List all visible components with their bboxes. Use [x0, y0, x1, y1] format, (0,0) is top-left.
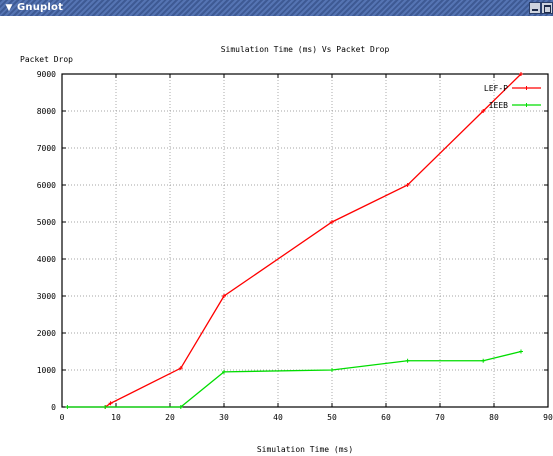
- chevron-down-icon[interactable]: ▼: [5, 3, 13, 13]
- legend: LEF-P IEEB: [484, 84, 541, 110]
- x-tick-label: 20: [165, 413, 175, 422]
- series-line: [104, 73, 522, 408]
- y-tick-label: 6000: [37, 181, 56, 190]
- y-tick-label: 0: [51, 403, 56, 412]
- data-point: [405, 183, 410, 187]
- data-point: [519, 349, 523, 354]
- chart-title: Simulation Time (ms) Vs Packet Drop: [221, 45, 390, 54]
- plot-frame: [61, 73, 549, 408]
- y-tick-label: 8000: [37, 107, 56, 116]
- chart: 0 10 20 30 40 50 60 70 80 90 0 1000 2000 3000 4000 5000…: [20, 45, 553, 454]
- tick-layer: 0 10 20 30 40 50 60 70 80 90 0 1000 2000 3000 4000 5000…: [37, 70, 553, 422]
- y-tick-label: 2000: [37, 329, 56, 338]
- data-point: [222, 369, 226, 374]
- legend-marker: [524, 103, 529, 107]
- x-tick-label: 0: [60, 413, 65, 422]
- series-layer: [65, 72, 523, 409]
- x-axis-label: Simulation Time (ms): [257, 445, 353, 454]
- data-point: [103, 405, 108, 409]
- maximize-button[interactable]: [541, 2, 553, 14]
- y-axis-label: Packet Drop: [20, 55, 73, 64]
- data-point: [481, 109, 486, 113]
- legend-label: LEF-P: [484, 84, 508, 93]
- x-tick-label: 50: [327, 413, 337, 422]
- data-point: [178, 405, 183, 409]
- data-point: [330, 220, 334, 224]
- title-bar[interactable]: ▼ Gnuplot: [0, 0, 553, 16]
- legend-label: IEEB: [489, 101, 508, 110]
- data-point: [65, 405, 70, 409]
- data-point: [519, 72, 523, 76]
- y-tick-label: 5000: [37, 218, 56, 227]
- y-tick-label: 4000: [37, 255, 56, 264]
- data-point: [108, 401, 113, 406]
- legend-marker: [524, 86, 529, 90]
- x-tick-label: 80: [489, 413, 499, 422]
- data-point: [481, 358, 486, 363]
- y-tick-label: 1000: [37, 366, 56, 375]
- window-title: Gnuplot: [17, 2, 64, 13]
- data-point: [330, 368, 334, 372]
- plot-area: 0 10 20 30 40 50 60 70 80 90 0 1000 2000 3000 4000 5000…: [0, 16, 553, 456]
- x-tick-label: 60: [381, 413, 391, 422]
- y-tick-label: 9000: [37, 70, 56, 79]
- y-tick-label: 7000: [37, 144, 56, 153]
- data-point: [222, 294, 226, 298]
- y-tick-label: 3000: [37, 292, 56, 301]
- x-tick-label: 30: [219, 413, 229, 422]
- series-line: [67, 350, 522, 408]
- minimize-button[interactable]: [529, 2, 541, 14]
- x-tick-label: 70: [435, 413, 445, 422]
- x-tick-label: 90: [543, 413, 553, 422]
- data-point: [405, 358, 410, 363]
- data-point: [178, 366, 183, 371]
- grid-layer: [62, 74, 548, 407]
- x-tick-label: 40: [273, 413, 283, 422]
- x-tick-label: 10: [111, 413, 121, 422]
